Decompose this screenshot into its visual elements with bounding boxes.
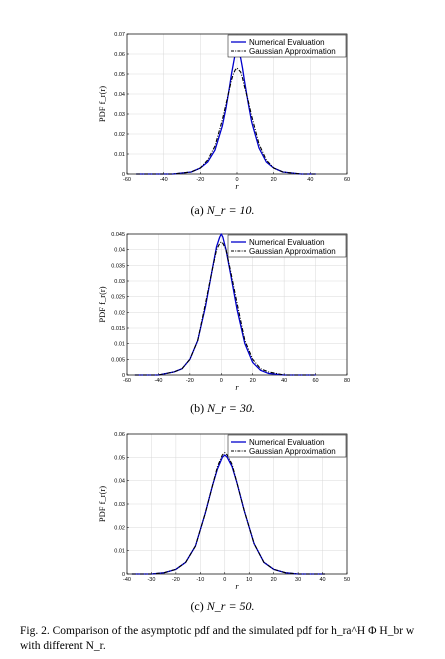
legend-entry: Gaussian Approximation xyxy=(249,47,336,56)
y-tick-label: 0.025 xyxy=(111,295,125,301)
x-tick-label: -40 xyxy=(154,378,162,384)
chart-a: -60 -40 -20 0 20 40 60 0 0.01 0.02 0.03 0.04 0.05 0.0… xyxy=(97,32,350,191)
x-tick-label: 50 xyxy=(344,577,350,583)
y-tick-label: 0.02 xyxy=(114,132,125,138)
x-tick-label: -60 xyxy=(123,177,131,183)
y-tick-label: 0.04 xyxy=(114,479,125,485)
y-tick-label: 0.03 xyxy=(114,502,125,508)
y-tick-label: 0 xyxy=(122,172,125,178)
y-tick-label: 0 xyxy=(122,572,125,578)
y-axis-label: PDF f_r(r) xyxy=(97,286,107,322)
series-line-gaussian xyxy=(131,452,325,575)
x-tick-label: 0 xyxy=(235,177,238,183)
y-tick-label: 0.03 xyxy=(114,279,125,285)
y-tick-label: 0.015 xyxy=(111,326,125,332)
y-tick-label: 0.005 xyxy=(111,357,125,363)
y-tick-label: 0.05 xyxy=(114,455,125,461)
y-tick-label: 0.03 xyxy=(114,112,125,118)
x-tick-label: 60 xyxy=(344,177,350,183)
y-tick-label: 0.04 xyxy=(114,248,125,254)
legend-entry: Gaussian Approximation xyxy=(249,247,336,256)
x-tick-label: 60 xyxy=(313,378,319,384)
legend-entry: Numerical Evaluation xyxy=(249,238,325,247)
legend-box xyxy=(227,434,347,458)
y-tick-label: 0.06 xyxy=(114,432,125,438)
legend-box xyxy=(227,34,347,58)
x-tick-label: -20 xyxy=(172,577,180,583)
figure-caption-text: Comparison of the asymptotic pdf and the… xyxy=(20,625,415,652)
legend-entry: Numerical Evaluation xyxy=(249,38,325,47)
figure-caption-label: Fig. 2. xyxy=(20,625,50,637)
series-line-numerical xyxy=(134,233,316,376)
legend-entry: Gaussian Approximation xyxy=(249,447,336,456)
x-tick-label: 20 xyxy=(271,177,277,183)
x-tick-label: -40 xyxy=(160,177,168,183)
y-tick-label: 0.07 xyxy=(114,32,125,38)
y-tick-label: 0 xyxy=(122,373,125,379)
x-tick-label: -30 xyxy=(147,577,155,583)
axes-frame xyxy=(126,233,348,376)
x-tick-label: -20 xyxy=(186,378,194,384)
subcaption-c: (c) N_r = 50. xyxy=(190,599,255,613)
y-tick-label: 0.05 xyxy=(114,72,125,78)
y-tick-label: 0.02 xyxy=(114,310,125,316)
y-tick-label: 0.045 xyxy=(111,232,125,238)
chart-c: -40 -30 -20 -10 0 10 20 30 40 50 0 0.01 0.02 0.03 0.04… xyxy=(97,432,350,591)
x-tick-label: 0 xyxy=(220,378,223,384)
x-tick-label: 20 xyxy=(250,378,256,384)
series-line-gaussian xyxy=(134,241,316,376)
x-axis-label: r xyxy=(235,181,239,191)
x-tick-label: 40 xyxy=(281,378,287,384)
x-tick-label: 80 xyxy=(344,378,350,384)
subcaption-a: (a) N_r = 10. xyxy=(190,203,255,217)
series-line-numerical xyxy=(131,454,325,575)
subcaption-b: (b) N_r = 30. xyxy=(190,401,255,415)
x-tick-label: 10 xyxy=(246,577,252,583)
x-tick-label: 20 xyxy=(271,577,277,583)
y-axis-label: PDF f_r(r) xyxy=(97,86,107,122)
x-tick-label: -40 xyxy=(123,577,131,583)
series-line-gaussian xyxy=(136,67,316,175)
y-tick-label: 0.06 xyxy=(114,52,125,58)
x-tick-label: 0 xyxy=(223,577,226,583)
x-tick-label: -60 xyxy=(123,378,131,384)
y-tick-label: 0.01 xyxy=(114,549,125,555)
y-tick-label: 0.04 xyxy=(114,92,125,98)
x-tick-label: -10 xyxy=(196,577,204,583)
y-tick-label: 0.01 xyxy=(114,342,125,348)
chart-b: -60 -40 -20 0 20 40 60 80 0 0.005 0.01 0.015 0.02 0.0… xyxy=(97,232,350,392)
x-axis-label: r xyxy=(235,382,239,392)
y-tick-label: 0.02 xyxy=(114,525,125,531)
x-tick-label: 40 xyxy=(319,577,325,583)
x-tick-label: 40 xyxy=(307,177,313,183)
x-tick-label: -20 xyxy=(196,177,204,183)
figure-caption: Fig. 2. Comparison of the asymptotic pdf… xyxy=(20,624,435,654)
legend-entry: Numerical Evaluation xyxy=(249,438,325,447)
y-tick-label: 0.035 xyxy=(111,263,125,269)
legend-box xyxy=(227,234,347,258)
x-axis-label: r xyxy=(235,581,239,591)
x-tick-label: 30 xyxy=(295,577,301,583)
y-axis-label: PDF f_r(r) xyxy=(97,486,107,522)
y-tick-label: 0.01 xyxy=(114,152,125,158)
series-line-numerical xyxy=(136,49,316,175)
